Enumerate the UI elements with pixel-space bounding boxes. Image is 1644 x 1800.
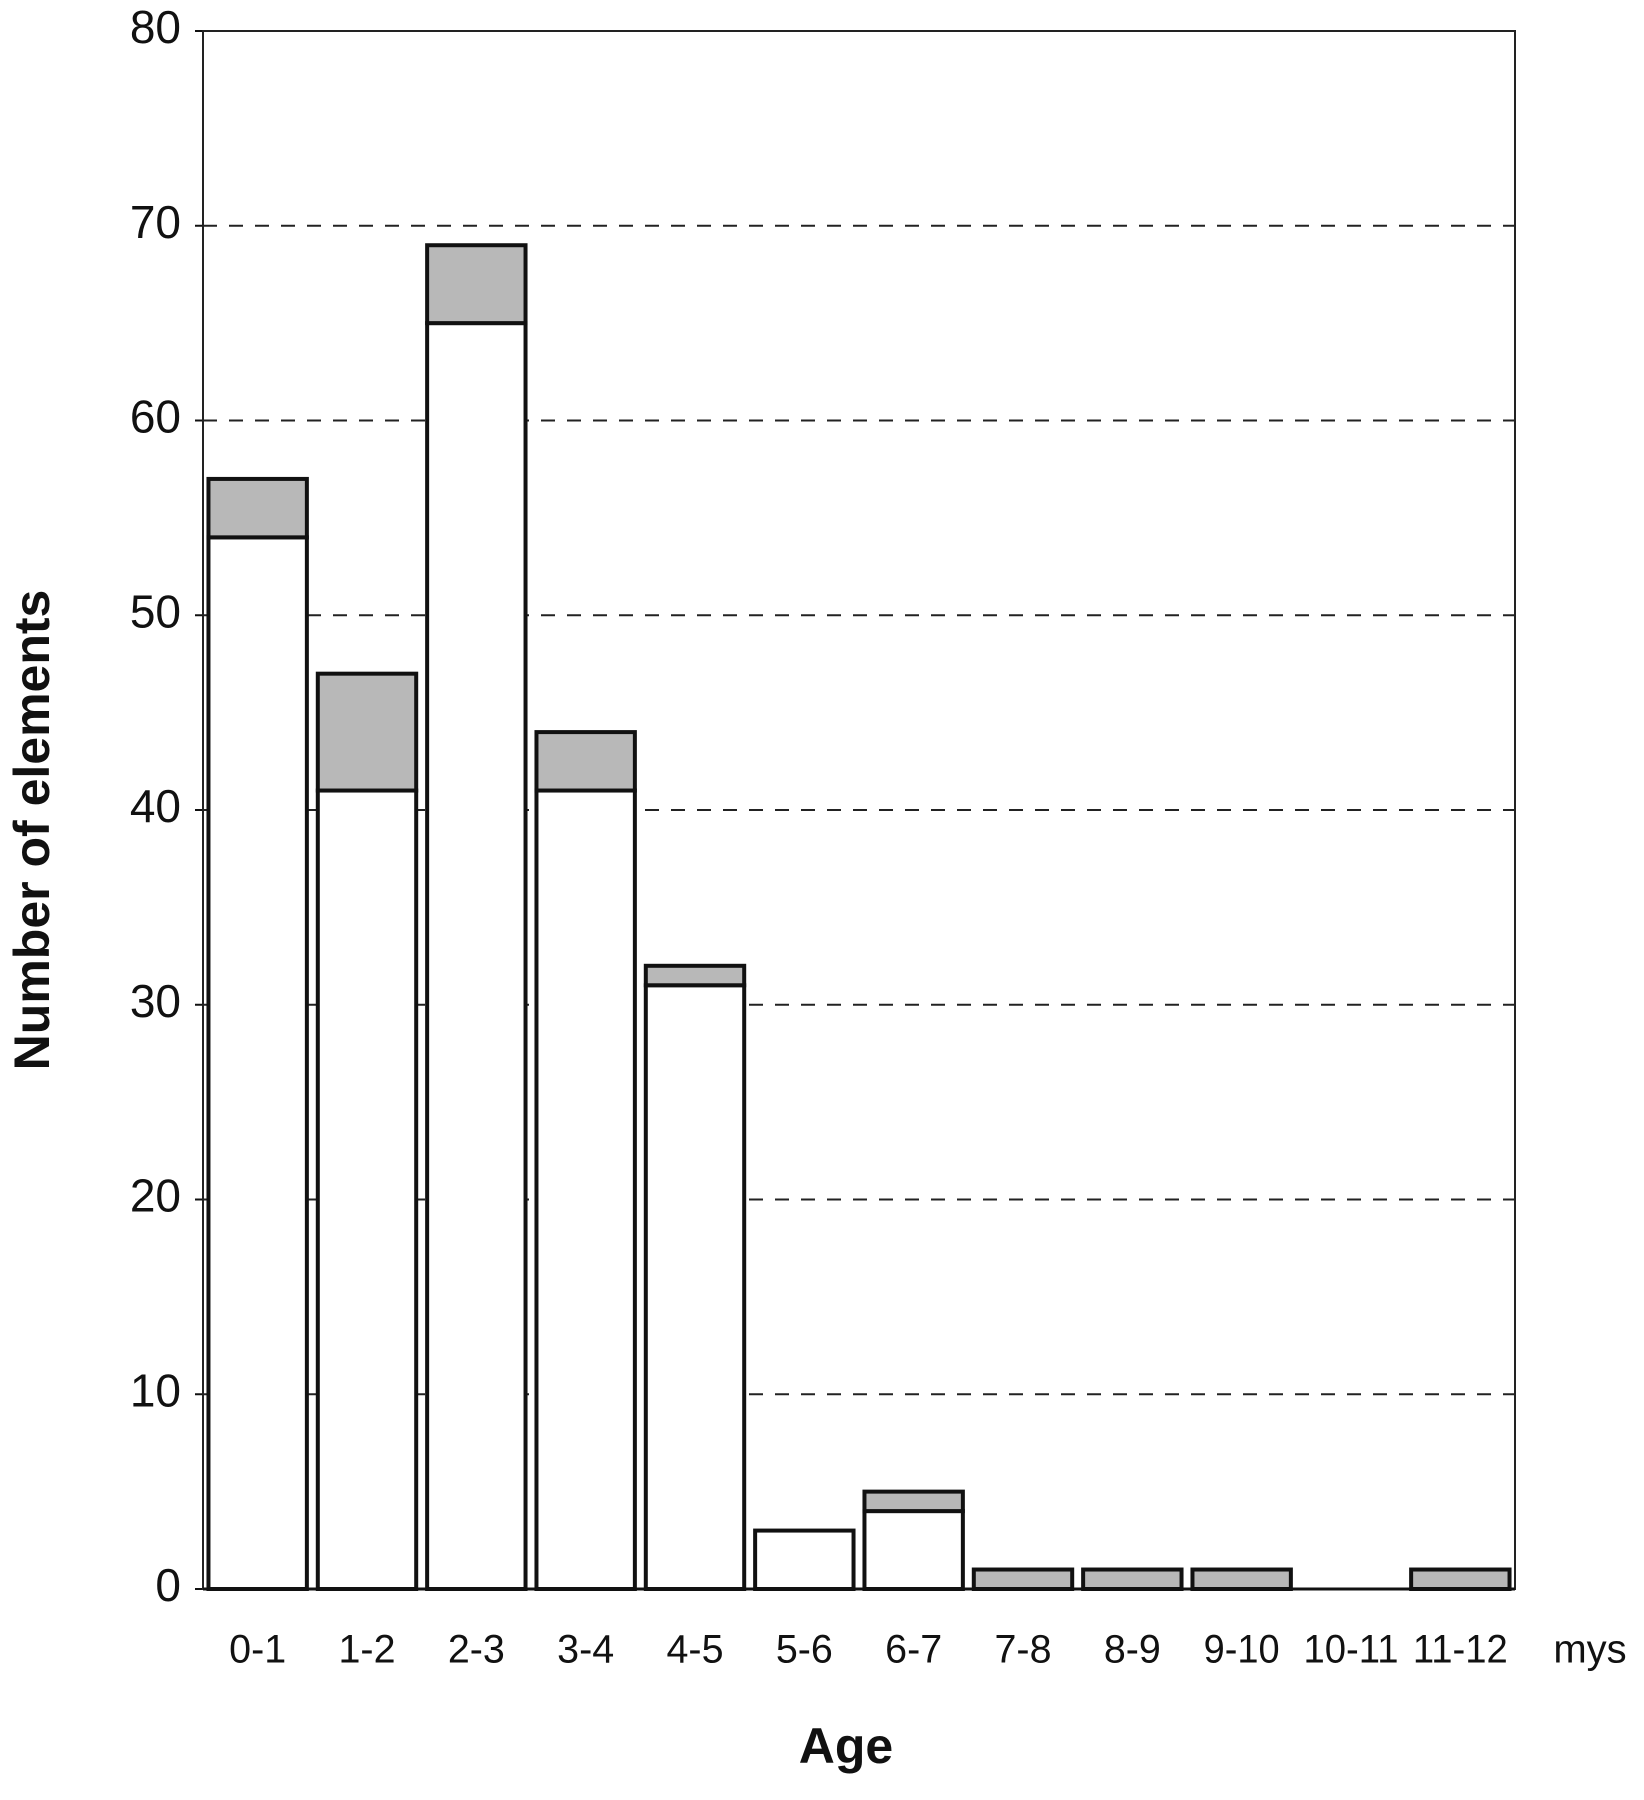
x-axis-title: Age	[799, 1718, 893, 1774]
bar-segment	[425, 321, 528, 1591]
bar-segment	[206, 535, 309, 1591]
bar-segment	[862, 1489, 965, 1514]
x-tick-label: 4-5	[667, 1628, 724, 1672]
x-tick-label: 10-11	[1304, 1628, 1399, 1672]
x-unit: mys	[1553, 1628, 1626, 1672]
bar-segment	[1409, 1567, 1512, 1592]
bar-segment	[971, 1567, 1075, 1592]
x-tick-label: 7-8	[995, 1628, 1052, 1672]
y-axis-title: Number of elements	[4, 590, 60, 1071]
bar-segment	[862, 1509, 965, 1591]
y-tick-label: 10	[130, 1364, 181, 1416]
x-tick-label: 0-1	[229, 1628, 286, 1672]
bar-segment	[1190, 1567, 1293, 1592]
x-tick-label: 6-7	[885, 1628, 942, 1672]
y-tick-label: 40	[130, 780, 181, 832]
y-tick-label: 20	[130, 1170, 181, 1222]
x-tick-label: 8-9	[1104, 1628, 1161, 1672]
bar-segment	[753, 1528, 856, 1591]
bar-segment	[425, 243, 528, 326]
y-tick-label: 80	[130, 1, 181, 53]
bar-segment	[534, 788, 637, 1591]
y-tick-label: 70	[130, 196, 181, 248]
x-tick-label: 9-10	[1204, 1628, 1280, 1672]
x-tick-label: 3-4	[557, 1628, 614, 1672]
y-tick-label: 30	[130, 975, 181, 1027]
bar-segment	[1081, 1567, 1184, 1592]
bar-segment	[534, 730, 637, 793]
bar-segment	[315, 788, 419, 1591]
bar-segment	[206, 476, 309, 540]
x-tick-label: 2-3	[448, 1628, 505, 1672]
bar-segment	[643, 963, 747, 988]
x-tick-label: 5-6	[776, 1628, 833, 1672]
bar-segment	[315, 671, 419, 793]
y-tick-label: 50	[130, 585, 181, 637]
bar-segment	[643, 983, 747, 1591]
y-tick-label: 60	[130, 391, 181, 443]
x-tick-label: 11-12	[1413, 1628, 1508, 1672]
x-tick-label: 1-2	[339, 1628, 396, 1672]
y-tick-label: 0	[155, 1559, 181, 1611]
